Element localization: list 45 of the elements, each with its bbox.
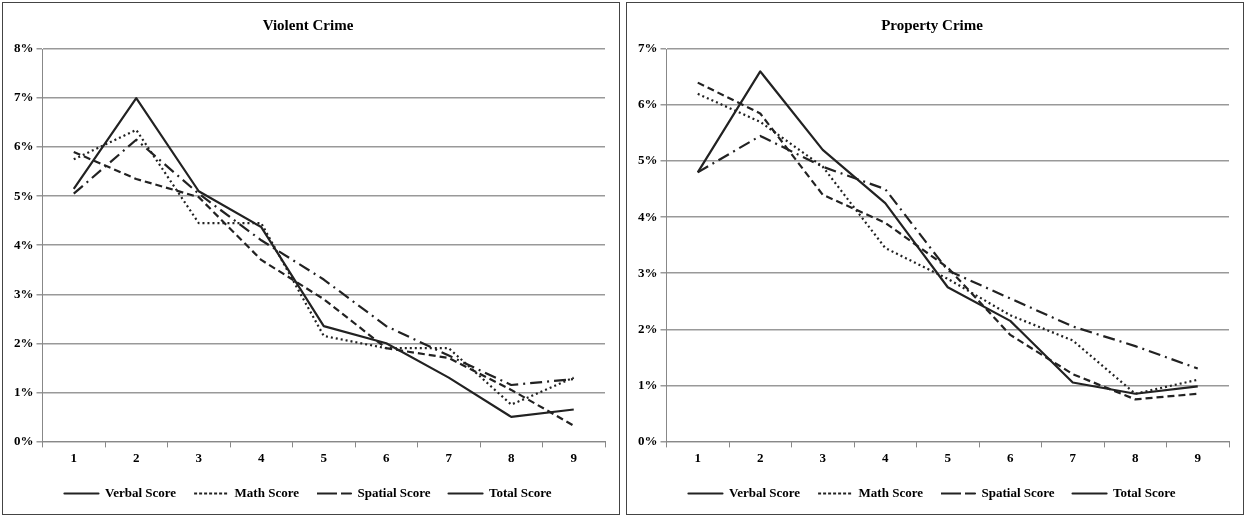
y-tick-label: 7% [14,89,34,105]
x-tick-label: 5 [944,449,952,465]
x-tick-label: 2 [757,449,764,465]
x-tick-label: 3 [195,449,203,465]
chart-title: Violent Crime [262,16,354,33]
x-tick-label: 4 [882,449,889,465]
x-tick-label: 1 [694,449,701,465]
y-tick-label: 0% [14,432,34,448]
y-tick-label: 4% [638,208,658,224]
legend-label: Verbal Score [728,484,801,500]
y-tick-label: 5% [14,187,34,203]
y-tick-label: 2% [638,320,658,336]
y-tick-label: 7% [638,40,658,56]
x-tick-label: 9 [1194,449,1202,465]
legend-label: Spatial Score [981,484,1055,500]
y-tick-label: 3% [638,264,658,280]
legend-label: Total Score [1113,484,1176,500]
legend-label: Math Score [858,484,924,500]
y-tick-label: 1% [638,376,658,392]
x-tick-label: 1 [70,449,77,465]
y-tick-label: 0% [638,432,658,448]
y-tick-label: 6% [638,96,658,112]
y-tick-label: 4% [14,236,34,252]
x-tick-label: 8 [1132,449,1139,465]
x-tick-label: 8 [508,449,515,465]
x-tick-label: 9 [570,449,578,465]
y-tick-label: 2% [14,334,34,350]
y-tick-label: 8% [14,40,34,56]
y-tick-label: 1% [14,383,34,399]
x-tick-label: 7 [445,449,453,465]
x-tick-label: 6 [383,449,390,465]
y-tick-label: 5% [638,152,658,168]
y-tick-label: 6% [14,138,34,154]
x-tick-label: 4 [258,449,265,465]
legend-label: Math Score [234,484,300,500]
legend-label: Total Score [489,484,552,500]
legend-label: Spatial Score [357,484,431,500]
x-tick-label: 7 [1069,449,1077,465]
x-tick-label: 2 [133,449,140,465]
x-tick-label: 6 [1007,449,1014,465]
chart-title: Property Crime [881,16,984,33]
legend-label: Verbal Score [104,484,177,500]
x-tick-label: 5 [320,449,328,465]
x-tick-label: 3 [819,449,827,465]
y-tick-label: 3% [14,285,34,301]
